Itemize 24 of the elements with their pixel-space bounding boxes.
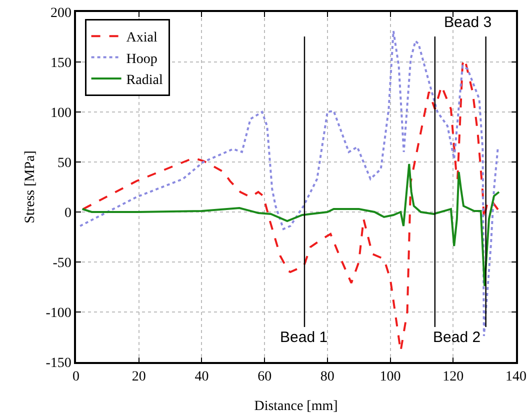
x-tick-label: 40 <box>194 370 209 385</box>
y-tick-label: 0 <box>64 206 72 221</box>
legend-label: Hoop <box>126 52 158 67</box>
y-tick-label: 100 <box>50 106 72 121</box>
x-axis-title: Distance [mm] <box>254 399 338 414</box>
x-tick-label: 120 <box>442 370 464 385</box>
y-tick-label: -100 <box>46 306 72 321</box>
ref-line-label: Bead 3 <box>444 14 492 31</box>
y-tick-label: 200 <box>50 6 72 21</box>
line-series <box>81 163 500 287</box>
ref-line-label: Bead 1 <box>280 329 328 346</box>
ref-line-label: Bead 2 <box>433 329 481 346</box>
y-tick-label: 50 <box>57 156 72 171</box>
y-axis-title: Stress [MPa] <box>22 150 38 224</box>
x-tick-label: 80 <box>320 370 334 385</box>
y-tick-label: -50 <box>52 256 72 271</box>
x-tick-label: 20 <box>132 370 146 385</box>
x-tick-label: 100 <box>380 370 401 385</box>
legend-label: Radial <box>126 72 163 88</box>
x-tick-label: 60 <box>258 370 272 385</box>
y-tick-label: -150 <box>46 356 72 371</box>
legend-label: Axial <box>126 30 158 46</box>
y-tick-label: 150 <box>50 56 72 71</box>
x-tick-label: 140 <box>506 370 526 385</box>
